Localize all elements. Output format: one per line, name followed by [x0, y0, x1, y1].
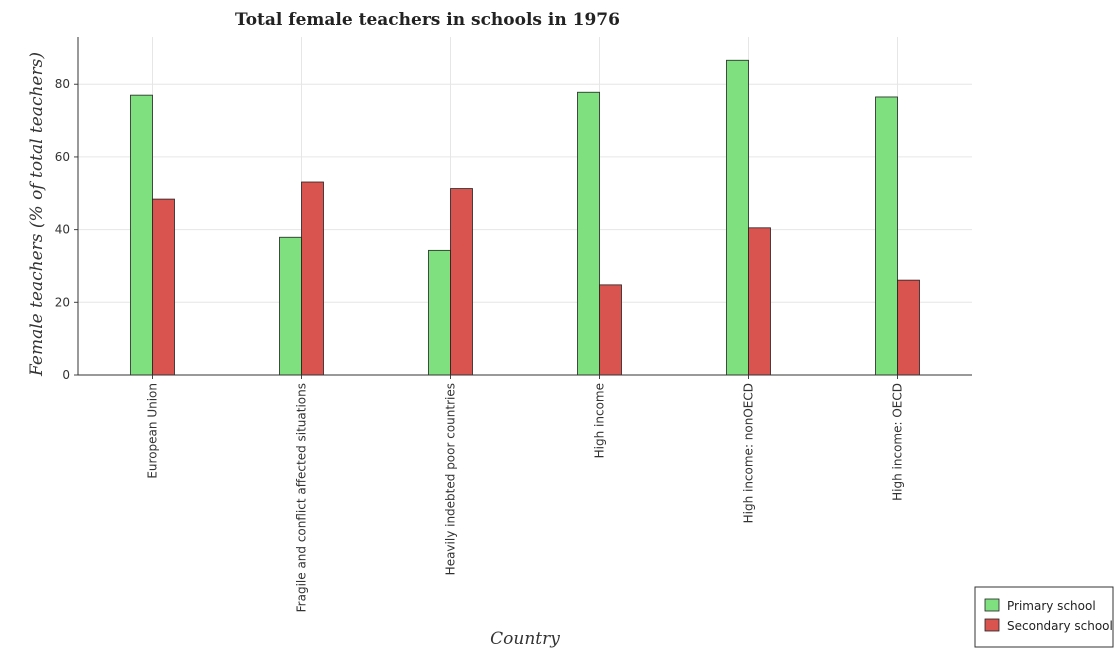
x-axis-label: Country [490, 629, 560, 649]
legend-box [975, 587, 1113, 647]
legend-label: Primary school [1007, 599, 1096, 613]
axes: 0 20 40 60 80 European Union Fragile and confl… [55, 37, 972, 612]
bars [131, 60, 920, 375]
legend: Primary school Secondary school [975, 587, 1113, 647]
x-tick-label: European Union [146, 383, 160, 479]
bar-primary [429, 250, 451, 375]
y-axis-label: Female teachers (% of total teachers) [27, 52, 47, 377]
x-tick-label: Heavily indebted poor countries [444, 383, 458, 575]
chart-title: Total female teachers in schools in 1976 [235, 10, 620, 30]
bar-secondary [898, 280, 920, 375]
bar-primary [727, 60, 749, 375]
x-tick-label: High income [593, 383, 607, 458]
bar-secondary [302, 182, 324, 375]
y-tick-label: 0 [62, 368, 70, 382]
bar-secondary [749, 228, 771, 375]
legend-label: Secondary school [1007, 619, 1113, 633]
bar-primary [876, 97, 898, 375]
grid [78, 37, 972, 375]
bar-primary [280, 237, 302, 375]
y-tick-label: 80 [55, 77, 70, 91]
bar-secondary [451, 189, 473, 375]
bar-primary [578, 92, 600, 375]
x-tick-label: Fragile and conflict affected situations [295, 383, 309, 612]
y-tick-label: 40 [55, 223, 70, 237]
x-tick-label: High income: OECD [891, 383, 905, 501]
legend-swatch [985, 599, 999, 611]
x-tick-label: High income: nonOECD [742, 383, 756, 523]
bar-secondary [600, 285, 622, 375]
y-tick-label: 60 [55, 150, 70, 164]
bar-secondary [153, 199, 175, 375]
legend-swatch [985, 619, 999, 631]
y-tick-label: 20 [55, 295, 70, 309]
bar-primary [131, 95, 153, 375]
